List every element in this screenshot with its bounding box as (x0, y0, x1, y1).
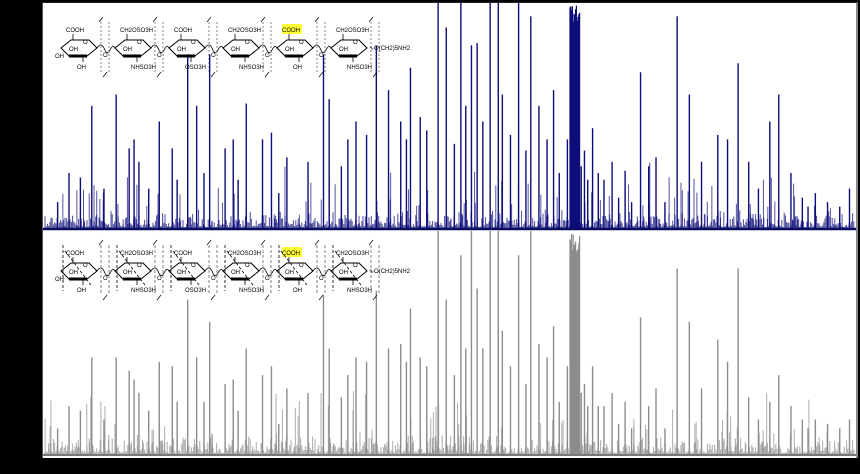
svg-text:COOH: COOH (66, 28, 84, 34)
svg-text:COOH: COOH (282, 28, 300, 34)
svg-text:CH2OSO3H: CH2OSO3H (120, 28, 153, 34)
svg-text:OH: OH (55, 277, 64, 283)
svg-text:NHSO3H: NHSO3H (239, 288, 264, 294)
svg-text:O: O (265, 53, 270, 59)
figure-frame: O COOH OH OH OH O O CH2OSO3H OH NHSO3H O O COOH OH OSO… (42, 2, 858, 458)
svg-text:OH: OH (339, 47, 348, 53)
svg-text:OH: OH (123, 47, 132, 53)
sugar-residue: O COOH OH OSO3H O (168, 28, 224, 71)
svg-text:O: O (157, 53, 162, 59)
svg-text:OH: OH (177, 270, 186, 276)
highlighted-carboxyl (282, 247, 302, 257)
svg-text:O: O (211, 53, 216, 59)
svg-text:OH: OH (177, 47, 186, 53)
svg-text:OH: OH (69, 270, 78, 276)
svg-text:OH: OH (77, 288, 86, 294)
svg-text:O: O (319, 53, 324, 59)
svg-text:OH: OH (293, 65, 302, 71)
sugar-residue: O COOH OH OH O (276, 24, 332, 71)
sugar-residue: O COOH OH OH OH O (55, 28, 116, 71)
svg-text:OSO3H: OSO3H (185, 65, 206, 71)
sugar-residue: O COOH OH OH OH O (55, 251, 116, 294)
svg-text:CH2OSO3H: CH2OSO3H (228, 28, 261, 34)
svg-text:O: O (299, 40, 304, 46)
svg-text:NHSO3H: NHSO3H (239, 65, 264, 71)
svg-text:NHSO3H: NHSO3H (131, 288, 156, 294)
svg-text:O: O (299, 263, 304, 269)
svg-text:OH: OH (285, 47, 294, 53)
highlighted-carboxyl (282, 24, 302, 34)
sugar-residue: O COOH OH OH O (276, 247, 332, 294)
svg-text:O: O (265, 276, 270, 282)
svg-text:OH: OH (231, 47, 240, 53)
svg-text:COOH: COOH (66, 251, 84, 257)
svg-text:OH: OH (69, 47, 78, 53)
svg-text:O: O (245, 40, 250, 46)
svg-text:OSO3H: OSO3H (185, 288, 206, 294)
svg-text:CH2OSO3H: CH2OSO3H (120, 251, 153, 257)
linker-label: ∿O(CH2)5NH2 (369, 46, 411, 52)
sugar-residue: O CH2OSO3H OH NHSO3H (330, 28, 372, 71)
svg-text:O: O (211, 276, 216, 282)
svg-text:O: O (245, 263, 250, 269)
svg-text:OH: OH (77, 65, 86, 71)
svg-text:OH: OH (55, 54, 64, 60)
svg-text:O: O (103, 276, 108, 282)
svg-text:O: O (83, 263, 88, 269)
svg-text:O: O (319, 276, 324, 282)
svg-text:O: O (353, 40, 358, 46)
sugar-residue: O COOH OH OSO3H O (168, 251, 224, 294)
svg-text:CH2OSO3H: CH2OSO3H (228, 251, 261, 257)
svg-text:COOH: COOH (174, 251, 192, 257)
svg-text:O: O (157, 276, 162, 282)
svg-text:OH: OH (293, 288, 302, 294)
svg-text:NHSO3H: NHSO3H (347, 288, 372, 294)
svg-text:O: O (137, 263, 142, 269)
svg-text:NHSO3H: NHSO3H (131, 65, 156, 71)
linker-label: ∿O(CH2)5NH2 (369, 269, 411, 275)
svg-text:COOH: COOH (282, 251, 300, 257)
sugar-residue: O CH2OSO3H OH NHSO3H (330, 251, 372, 294)
svg-text:CH2OSO3H: CH2OSO3H (336, 28, 369, 34)
top-spectrum (43, 3, 856, 231)
svg-text:O: O (103, 53, 108, 59)
svg-text:OH: OH (231, 270, 240, 276)
svg-text:OH: OH (339, 270, 348, 276)
svg-text:CH2OSO3H: CH2OSO3H (336, 251, 369, 257)
svg-text:O: O (353, 263, 358, 269)
svg-text:O: O (191, 263, 196, 269)
svg-text:NHSO3H: NHSO3H (347, 65, 372, 71)
svg-text:COOH: COOH (174, 28, 192, 34)
svg-text:O: O (191, 40, 196, 46)
svg-text:OH: OH (123, 270, 132, 276)
svg-text:O: O (137, 40, 142, 46)
svg-text:O: O (83, 40, 88, 46)
bottom-spectrum (43, 231, 856, 456)
svg-text:OH: OH (285, 270, 294, 276)
